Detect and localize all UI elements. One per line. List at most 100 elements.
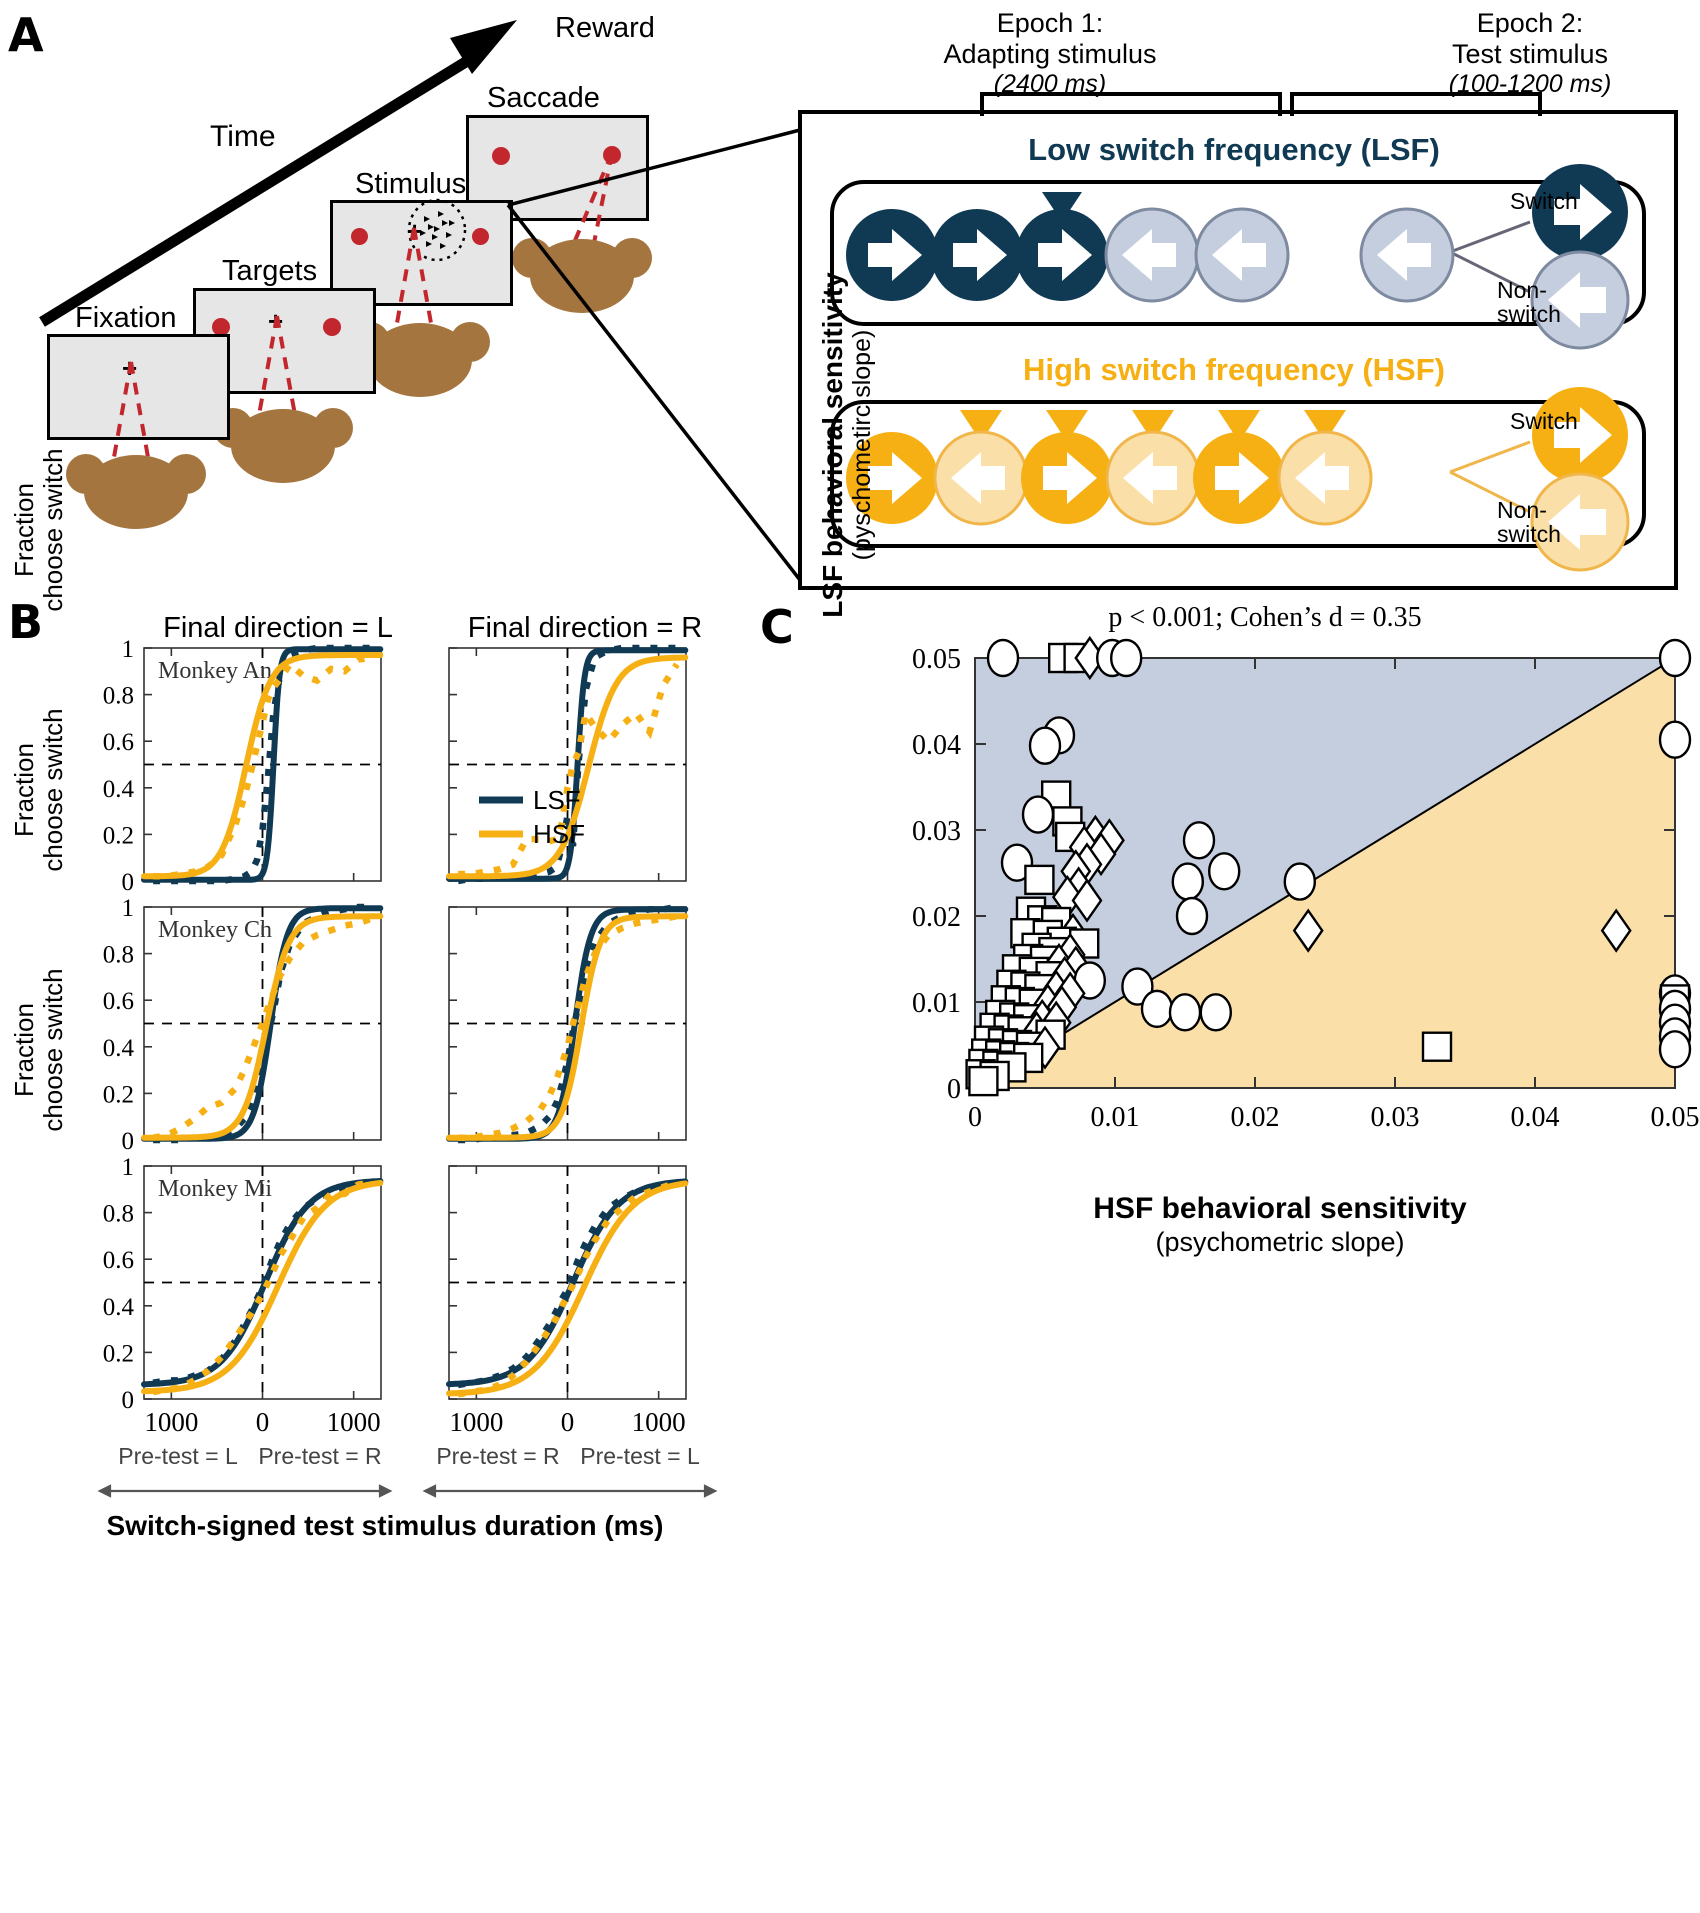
psychometric-fit-HSF xyxy=(446,654,689,880)
psychometric-fit-HSF xyxy=(141,913,384,1141)
panel-b-ylabel-row1: Fraction choose switch xyxy=(9,448,69,612)
scatter-point-circle xyxy=(1283,862,1316,901)
pretest-arrows xyxy=(97,1484,718,1498)
frame-label-fixation: Fixation xyxy=(75,302,177,334)
psychometric-fit-HSF xyxy=(446,913,689,1141)
targets-dot-left xyxy=(212,318,230,336)
panel-c-letter: C xyxy=(760,600,794,654)
x-tick-label: 0.03 xyxy=(1371,1102,1420,1133)
hsf-sequence-icons xyxy=(846,387,1630,572)
y-tick-label: 0.4 xyxy=(103,1294,135,1321)
epoch-brackets xyxy=(980,92,1542,116)
x-tick-label: 1000 xyxy=(632,1407,686,1437)
expansion-lines xyxy=(506,128,802,582)
x-tick-label: 0.02 xyxy=(1231,1102,1280,1133)
scatter-point-circle xyxy=(1140,989,1174,1029)
y-tick-label: 0 xyxy=(947,1074,961,1105)
screen-fixation xyxy=(47,334,230,440)
y-tick-label: 0.4 xyxy=(103,776,135,803)
observed-data-LSF xyxy=(152,1179,373,1386)
panel-a-letter: A xyxy=(8,8,44,62)
epoch1-subtitle: Adapting stimulus xyxy=(943,39,1157,69)
lsf-title: Low switch frequency (LSF) xyxy=(1028,132,1440,167)
scatter-point-circle xyxy=(1175,896,1209,936)
scatter-point-circle xyxy=(1110,638,1143,678)
x-tick-label: 0.05 xyxy=(1651,1102,1700,1133)
x-tick-label: 0.01 xyxy=(1091,1102,1140,1133)
panel-c-xlabel-sub: (psychometric slope) xyxy=(1155,1226,1405,1257)
monkey-label: Monkey An xyxy=(158,658,272,684)
x-tick-label: 1000 xyxy=(449,1407,503,1437)
monkey-label: Monkey Ch xyxy=(158,917,272,943)
observed-data-HSF xyxy=(457,1179,678,1398)
epoch1-title: Epoch 1: xyxy=(996,8,1104,38)
column-header-right: Final direction = R xyxy=(467,612,703,644)
scatter-point-square xyxy=(1421,1031,1453,1062)
scatter-point-circle xyxy=(1171,862,1204,901)
stimulus-detail-box xyxy=(798,110,1678,590)
column-header-left: Final direction = L xyxy=(163,612,393,644)
y-tick-label: 0.8 xyxy=(103,683,134,710)
y-tick-label: 0.8 xyxy=(103,942,134,969)
legend-label-HSF: HSF xyxy=(533,819,585,849)
panel-c-xlabel-main: HSF behavioral sensitivity xyxy=(1093,1192,1467,1225)
y-tick-label: 0.2 xyxy=(103,1340,134,1367)
lsf-switch-label: Switch xyxy=(1510,188,1578,214)
panel-b-ylabel-row3: Fraction choose switch xyxy=(9,968,69,1132)
scatter-point-circle xyxy=(1658,638,1692,678)
y-tick-label: 0.6 xyxy=(103,988,134,1015)
time-arrow xyxy=(39,20,517,327)
observed-data-LSF xyxy=(457,1179,678,1389)
scatter-point-circle xyxy=(1121,967,1154,1006)
panel-c-title: p < 0.001; Cohen’s d = 0.35 xyxy=(1108,602,1422,633)
panel-c-ylabel-main: LSF behavioral sensitivity xyxy=(817,272,848,618)
scatter-point-circle xyxy=(1028,726,1062,765)
reward-label: Reward xyxy=(555,12,655,44)
x-tick-label: 0 xyxy=(561,1407,575,1437)
gaze-lines-targets xyxy=(255,315,299,427)
pretest-left-col1: Pre-test = L xyxy=(118,1443,238,1469)
panel-b-letter: B xyxy=(8,595,44,649)
x-tick-label: 0 xyxy=(968,1102,982,1133)
observed-data-LSF xyxy=(153,644,372,885)
legend-label-LSF: LSF xyxy=(533,785,581,815)
scatter-point-circle xyxy=(986,638,1020,678)
random-dot-kinematogram-icon xyxy=(407,198,467,262)
lsf-nonswitch-label: Non-switch xyxy=(1497,277,1561,328)
panel-c-scatter: 00 0.01 0.01 0.02 0.02 0.03 0.03 0.04 0.04 0.05 0.… xyxy=(912,635,1700,1133)
y-tick-label: 0 xyxy=(122,1128,135,1155)
x-tick-label: 1000 xyxy=(144,1407,198,1437)
y-tick-label: 0 xyxy=(122,869,135,896)
scatter-point-circle xyxy=(1208,852,1241,891)
scatter-point-square xyxy=(968,1065,999,1097)
observed-data-LSF xyxy=(458,903,678,1144)
psychometric-fit-HSF xyxy=(141,1179,384,1395)
pretest-right-col2: Pre-test = L xyxy=(580,1443,700,1469)
panel-b-plots: 0 0.2 0.4 0.6 0.8 1 Monkey An 0 0.2 0.4 0.6 0.8 1 Mon… xyxy=(103,636,689,1437)
monkey-head-saccade xyxy=(512,238,652,313)
time-label: Time xyxy=(210,120,276,153)
scatter-point-square xyxy=(1024,864,1055,896)
y-tick-label: 0.02 xyxy=(912,902,961,933)
targets-dot-right xyxy=(323,318,341,336)
unity-line xyxy=(974,657,1676,1089)
x-tick-label: 1000 xyxy=(327,1407,381,1437)
scatter-point-circle xyxy=(1182,821,1216,860)
epoch1-label: Epoch 1: Adapting stimulus (2400 ms) xyxy=(905,8,1195,99)
panel-b-xlabel: Switch-signed test stimulus duration (ms… xyxy=(106,1510,664,1541)
scatter-point-diamond xyxy=(1292,908,1324,953)
scatter-point-circle xyxy=(1021,795,1055,834)
stimulus-dot-right xyxy=(472,228,489,245)
monkey-head-fixation xyxy=(66,454,206,529)
panel-c-xlabel: HSF behavioral sensitivity (psychometric… xyxy=(900,1192,1660,1258)
frame-label-stimulus: Stimulus xyxy=(355,168,467,200)
y-tick-label: 0.8 xyxy=(103,1201,134,1228)
scatter-point-circle xyxy=(1658,720,1692,759)
panel-b-ylabel-row2: Fraction choose switch xyxy=(9,708,69,872)
observed-data-HSF xyxy=(152,915,373,1141)
y-tick-label: 0.2 xyxy=(103,822,134,849)
epoch2-subtitle: Test stimulus xyxy=(1451,39,1609,69)
hsf-title: High switch frequency (HSF) xyxy=(1023,352,1445,387)
hsf-nonswitch-label: Non-switch xyxy=(1497,497,1561,548)
scatter-point-circle xyxy=(1168,993,1202,1032)
